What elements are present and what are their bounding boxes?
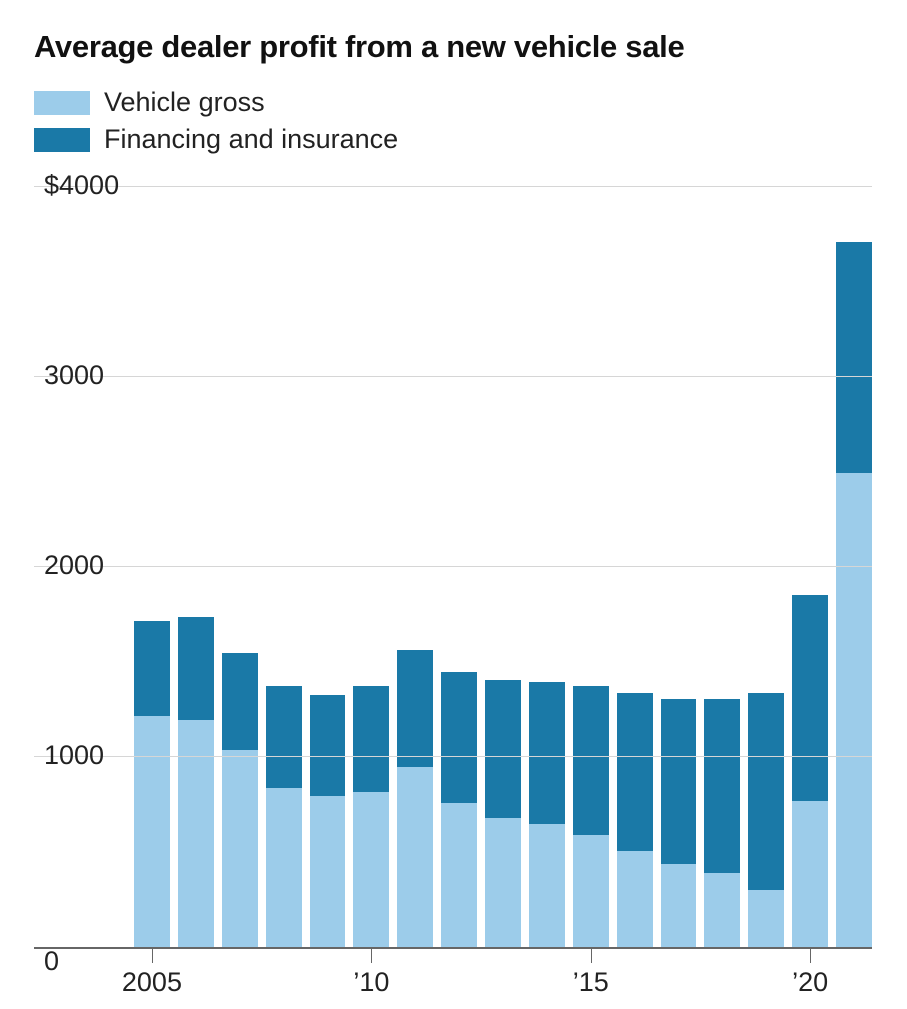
bar-seg-financing [792,595,828,802]
bar-seg-financing [310,695,346,795]
bar-2016 [617,189,653,947]
bar-seg-financing [178,617,214,719]
bar-2008 [266,189,302,947]
xtick [591,949,592,963]
xtick [371,949,372,963]
legend-label-financing: Financing and insurance [104,124,398,155]
bar-seg-vehicle-gross [222,750,258,947]
bar-seg-vehicle-gross [661,864,697,947]
gridline [34,376,872,377]
chart-container: Average dealer profit from a new vehicle… [0,0,907,993]
bar-2020 [792,189,828,947]
bar-seg-financing [704,699,740,873]
bar-seg-vehicle-gross [397,767,433,947]
ytick-label: $4000 [44,170,119,201]
legend-swatch-financing [34,128,90,152]
bar-2011 [397,189,433,947]
chart-title: Average dealer profit from a new vehicle… [34,28,873,65]
bar-seg-vehicle-gross [178,720,214,947]
ytick-label: 2000 [44,550,104,581]
xtick [152,949,153,963]
bar-2009 [310,189,346,947]
ytick-label: 1000 [44,740,104,771]
bar-seg-vehicle-gross [836,473,872,947]
bar-seg-vehicle-gross [441,803,477,947]
bar-seg-vehicle-gross [310,796,346,948]
bar-seg-financing [485,680,521,818]
bar-seg-vehicle-gross [529,824,565,947]
xtick-label: 2005 [122,967,182,998]
bar-seg-financing [617,693,653,850]
bar-seg-financing [836,242,872,473]
bar-2007 [222,189,258,947]
bar-2005 [134,189,170,947]
legend-label-vehicle-gross: Vehicle gross [104,87,265,118]
ytick-label: 3000 [44,360,104,391]
bar-2015 [573,189,609,947]
bar-2019 [748,189,784,947]
gridline [34,566,872,567]
bar-seg-financing [266,686,302,788]
bar-seg-vehicle-gross [792,801,828,947]
bar-seg-financing [529,682,565,824]
gridline [34,756,872,757]
bar-2012 [441,189,477,947]
bar-2018 [704,189,740,947]
bar-seg-vehicle-gross [266,788,302,947]
bar-2021 [836,189,872,947]
bar-seg-financing [134,621,170,716]
bar-seg-vehicle-gross [617,851,653,948]
xtick [810,949,811,963]
bar-seg-financing [353,686,389,792]
x-axis: 2005 ’10 ’15 ’20 [34,949,872,1009]
bar-seg-vehicle-gross [748,890,784,947]
legend-item-vehicle-gross: Vehicle gross [34,87,873,118]
bar-seg-financing [397,650,433,767]
legend: Vehicle gross Financing and insurance [34,87,873,155]
bar-2013 [485,189,521,947]
xtick-label: ’15 [573,967,609,998]
gridline [34,186,872,187]
bar-2010 [353,189,389,947]
bar-seg-vehicle-gross [353,792,389,947]
bar-seg-financing [661,699,697,864]
legend-swatch-vehicle-gross [34,91,90,115]
bar-seg-vehicle-gross [134,716,170,947]
bar-seg-vehicle-gross [485,818,521,947]
bar-seg-financing [222,653,258,750]
bar-2017 [661,189,697,947]
xtick-label: ’20 [792,967,828,998]
bar-2006 [178,189,214,947]
legend-item-financing: Financing and insurance [34,124,873,155]
bar-seg-vehicle-gross [704,873,740,947]
bar-2014 [529,189,565,947]
bar-seg-financing [573,686,609,836]
xtick-label: ’10 [353,967,389,998]
plot-area: 0100020003000$4000 [34,189,872,949]
bar-seg-financing [748,693,784,890]
bar-seg-vehicle-gross [573,835,609,947]
bars-group [134,189,872,947]
bar-seg-financing [441,672,477,803]
